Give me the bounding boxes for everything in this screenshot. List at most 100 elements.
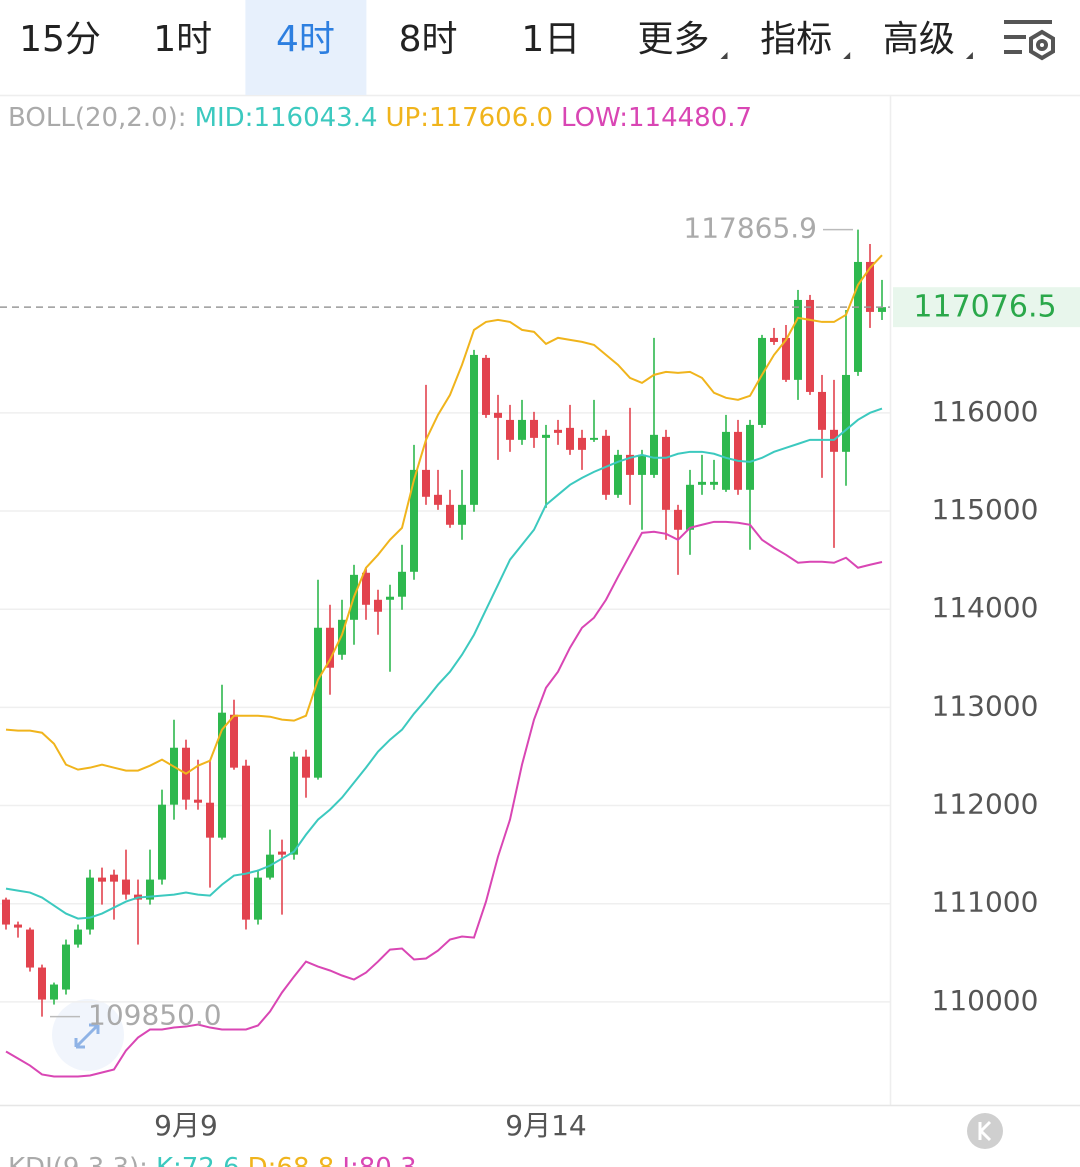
candle-body xyxy=(770,337,778,342)
candle-body xyxy=(86,877,94,930)
candle-body xyxy=(26,929,34,968)
candle-body xyxy=(878,307,886,312)
last-price-box xyxy=(893,287,1080,328)
tab-label[interactable]: 指标 xyxy=(760,19,832,60)
kdj-legend: KDJ(9,3,3): K:72.6 D:68.8 J:80.3 xyxy=(8,1153,417,1167)
candle-body xyxy=(194,799,202,803)
candle-body xyxy=(2,899,10,925)
candle-body xyxy=(746,424,754,490)
candle-body xyxy=(62,944,70,990)
dropdown-caret xyxy=(843,52,851,59)
legend-name: MID: xyxy=(195,103,254,133)
candle-body xyxy=(542,434,550,438)
candle-body xyxy=(242,765,250,920)
candle-body xyxy=(146,879,154,900)
candle-body xyxy=(170,747,178,805)
tab-label[interactable]: 更多 xyxy=(637,19,709,60)
candle-body xyxy=(506,419,514,440)
tab[interactable]: 指标 xyxy=(760,19,851,60)
x-tick-label: 9月14 xyxy=(505,1109,586,1142)
legend-value: 116043.4 xyxy=(253,103,377,133)
candle-body xyxy=(458,504,466,525)
candle-body xyxy=(782,337,790,380)
candle-body xyxy=(614,454,622,495)
tab[interactable]: 1时 xyxy=(153,19,212,60)
candle-body xyxy=(230,714,238,768)
legend-name: UP: xyxy=(386,103,429,133)
extreme-label: 109850.0 xyxy=(88,999,222,1032)
tab-label[interactable]: 1日 xyxy=(521,19,580,60)
tab-label[interactable]: 4时 xyxy=(276,19,335,60)
candle-body xyxy=(362,572,370,605)
tab[interactable]: 更多 xyxy=(637,19,728,60)
candle-body xyxy=(302,756,310,778)
settings-icon[interactable] xyxy=(1004,20,1055,61)
candle-body xyxy=(494,412,502,418)
dropdown-caret xyxy=(720,52,728,59)
candle-body xyxy=(314,627,322,778)
y-tick-label: 112000 xyxy=(932,788,1039,821)
indicator-line xyxy=(5,520,883,1078)
candle-body xyxy=(122,879,130,895)
candle-body xyxy=(698,481,706,485)
legend-name: LOW: xyxy=(561,103,628,133)
candle-body xyxy=(842,374,850,452)
candle-body xyxy=(206,802,214,838)
candle-body xyxy=(590,437,598,440)
candle-body xyxy=(218,712,226,838)
tab[interactable]: 8时 xyxy=(399,19,458,60)
candle-body xyxy=(290,756,298,855)
candle-body xyxy=(638,454,646,475)
candle-body xyxy=(338,619,346,655)
dropdown-caret xyxy=(965,52,973,59)
tab[interactable]: 15分 xyxy=(19,19,101,60)
tab[interactable]: 1日 xyxy=(521,19,580,60)
candle-body xyxy=(446,504,454,525)
legend-value: 117606.0 xyxy=(429,103,553,133)
tab-label[interactable]: 1时 xyxy=(153,19,212,60)
candle-body xyxy=(818,391,826,430)
candle-body xyxy=(602,435,610,495)
tab[interactable]: 4时 xyxy=(245,0,367,95)
candle-body xyxy=(50,984,58,1000)
kdj-item-name: K: xyxy=(156,1153,182,1167)
y-tick-label: 111000 xyxy=(932,886,1039,919)
candle-body xyxy=(278,851,286,855)
candle-body xyxy=(866,261,874,312)
extreme-label: 117865.9 xyxy=(683,212,817,245)
candle-body xyxy=(758,337,766,425)
x-tick-label: 9月9 xyxy=(154,1109,218,1142)
indicator-name: BOLL(20,2.0): xyxy=(8,103,187,133)
candle-body xyxy=(854,261,862,372)
zoom-arrows xyxy=(74,1023,100,1049)
grid xyxy=(0,412,890,1003)
candle-body xyxy=(686,484,694,530)
candle-body xyxy=(710,481,718,485)
kdj-item-name: J: xyxy=(340,1153,358,1167)
candle-body xyxy=(398,571,406,597)
tab[interactable]: 高级 xyxy=(883,19,973,60)
indicator-line xyxy=(5,254,883,775)
indicator-legend: BOLL(20,2.0): MID:116043.4 UP:117606.0 LOW:… xyxy=(8,103,752,133)
candle-body xyxy=(530,419,538,438)
y-tick-label: 113000 xyxy=(932,689,1039,722)
kdj-name: KDJ(9,3,3): xyxy=(8,1153,148,1167)
candle-body xyxy=(566,427,574,450)
candle-body xyxy=(14,924,22,928)
y-tick-label: 115000 xyxy=(932,493,1039,526)
tab-label[interactable]: 15分 xyxy=(19,19,101,60)
candle-body xyxy=(38,967,46,1000)
candle-body xyxy=(674,509,682,530)
k-button[interactable] xyxy=(967,1113,1003,1149)
candle-body xyxy=(518,419,526,440)
indicator-line xyxy=(5,407,883,920)
candle-body xyxy=(806,299,814,392)
tab-label[interactable]: 高级 xyxy=(883,19,955,60)
candle-body xyxy=(662,436,670,510)
candle-body xyxy=(110,874,118,882)
tab-label[interactable]: 8时 xyxy=(399,19,458,60)
candle-body xyxy=(554,429,562,433)
kdj-item-value: 80.3 xyxy=(359,1153,417,1167)
icon-gear-center xyxy=(1036,39,1048,51)
